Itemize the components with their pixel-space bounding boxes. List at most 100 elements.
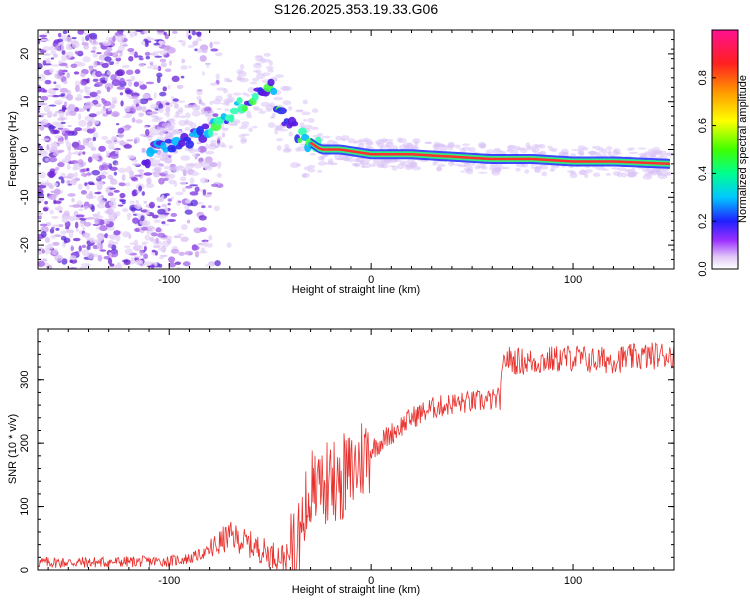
noise-speck xyxy=(80,263,90,267)
noise-speck xyxy=(214,260,221,267)
noise-speck xyxy=(51,64,60,67)
trace-blob xyxy=(297,137,303,143)
noise-speck xyxy=(167,202,171,206)
noise-speck xyxy=(131,190,137,197)
haze-speck xyxy=(660,150,667,156)
noise-speck xyxy=(146,177,152,185)
haze-speck xyxy=(627,171,634,177)
noise-speck xyxy=(63,80,68,85)
noise-speck xyxy=(60,235,67,241)
noise-speck xyxy=(60,121,66,125)
noise-speck xyxy=(133,204,138,208)
noise-speck xyxy=(43,105,51,113)
snr-series-line xyxy=(38,342,674,570)
haze-speck xyxy=(627,147,632,152)
noise-speck xyxy=(210,183,219,188)
noise-speck xyxy=(85,101,94,108)
noise-speck xyxy=(80,80,87,86)
noise-speck xyxy=(189,177,195,185)
haze-speck xyxy=(258,110,266,114)
snr-plot-area xyxy=(38,342,674,570)
noise-speck xyxy=(166,49,171,54)
noise-speck xyxy=(62,176,72,179)
haze-speck xyxy=(201,103,206,107)
noise-speck xyxy=(97,254,103,262)
noise-speck xyxy=(181,40,187,47)
noise-speck xyxy=(141,242,147,246)
noise-speck xyxy=(70,160,79,165)
haze-speck xyxy=(295,109,304,113)
noise-speck xyxy=(212,113,219,118)
noise-speck xyxy=(39,171,46,179)
haze-speck xyxy=(223,77,231,81)
haze-speck xyxy=(228,123,239,127)
haze-speck xyxy=(321,135,331,139)
noise-speck xyxy=(157,208,166,215)
noise-speck xyxy=(189,191,199,196)
snr-y-tick-label: 300 xyxy=(19,371,31,389)
noise-speck xyxy=(38,213,43,217)
noise-speck xyxy=(105,139,112,145)
haze-speck xyxy=(216,108,222,111)
noise-speck xyxy=(129,242,139,246)
trace-blob xyxy=(276,107,287,115)
haze-speck xyxy=(341,157,349,161)
noise-speck xyxy=(89,32,98,40)
haze-speck xyxy=(393,159,399,162)
noise-speck xyxy=(86,167,90,172)
noise-speck xyxy=(209,82,218,86)
noise-speck xyxy=(116,86,126,90)
haze-speck xyxy=(179,176,187,182)
noise-speck xyxy=(67,124,72,127)
haze-speck xyxy=(168,179,176,185)
haze-speck xyxy=(307,118,315,123)
noise-speck xyxy=(108,61,115,66)
haze-speck xyxy=(301,111,311,116)
haze-speck xyxy=(612,170,621,176)
noise-speck xyxy=(39,149,48,157)
colorbar-tick-label: 0.2 xyxy=(697,214,709,229)
noise-speck xyxy=(79,168,86,173)
trace-blob xyxy=(228,114,235,123)
noise-speck xyxy=(80,190,88,195)
noise-speck xyxy=(177,233,184,236)
noise-speck xyxy=(163,157,173,164)
haze-speck xyxy=(538,151,547,155)
noise-speck xyxy=(61,54,67,62)
haze-speck xyxy=(388,165,396,168)
haze-speck xyxy=(526,147,533,151)
noise-speck xyxy=(53,188,61,196)
noise-speck xyxy=(69,254,77,261)
haze-speck xyxy=(259,57,266,64)
spectrogram-y-tick-label: -20 xyxy=(19,237,31,253)
noise-speck xyxy=(201,205,206,209)
snr-frame xyxy=(37,328,675,571)
noise-speck xyxy=(163,212,170,215)
noise-speck xyxy=(79,73,86,77)
noise-speck xyxy=(181,58,186,64)
haze-speck xyxy=(628,151,639,155)
noise-speck xyxy=(131,117,136,123)
noise-speck xyxy=(138,112,145,117)
noise-speck xyxy=(69,217,75,222)
noise-speck xyxy=(65,111,70,116)
noise-speck xyxy=(152,245,161,249)
noise-speck xyxy=(91,205,95,212)
haze-speck xyxy=(637,147,647,150)
haze-speck xyxy=(155,159,161,164)
haze-speck xyxy=(299,122,305,128)
noise-speck xyxy=(198,215,207,221)
haze-speck xyxy=(145,183,154,189)
noise-speck xyxy=(52,152,60,157)
haze-speck xyxy=(510,149,519,156)
noise-speck xyxy=(123,259,131,266)
noise-speck xyxy=(47,94,54,97)
noise-speck xyxy=(105,150,110,157)
noise-speck xyxy=(184,104,193,109)
noise-speck xyxy=(88,65,94,72)
haze-speck xyxy=(241,121,250,126)
noise-speck xyxy=(101,63,109,69)
noise-speck xyxy=(161,223,170,226)
haze-speck xyxy=(524,169,530,174)
haze-speck xyxy=(433,141,440,148)
